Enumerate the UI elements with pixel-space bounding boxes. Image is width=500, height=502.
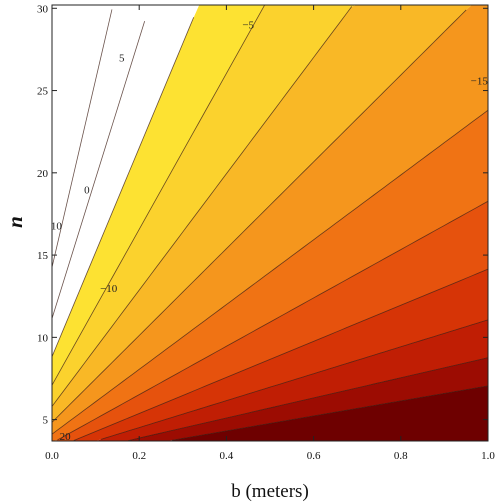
contour-line: [51, 109, 489, 435]
y-tick-label: 20: [37, 168, 49, 180]
contour-line: [51, 20, 146, 319]
y-tick-label: 25: [37, 86, 49, 98]
x-tick-label: 0.8: [394, 450, 408, 462]
x-tick-label: 0.2: [132, 450, 146, 462]
y-tick-label: 30: [37, 3, 49, 15]
x-axis-title: b (meters): [231, 481, 309, 502]
contour-band: [52, 5, 488, 386]
x-axis-ticks: 0.0 0.2 0.4 0.6 0.8 1.0: [45, 5, 495, 462]
contour-line: [51, 9, 467, 423]
contour-line: [128, 357, 489, 441]
contour-line: [57, 200, 489, 441]
contour-line: [51, 5, 265, 386]
contour-label: 5: [119, 53, 125, 65]
contour-label: −15: [471, 76, 489, 88]
contour-band: [52, 5, 488, 435]
contour-fills: [52, 5, 488, 442]
contour-line: [51, 17, 195, 357]
y-tick-label: 10: [37, 332, 49, 344]
x-tick-label: 0.0: [45, 450, 59, 462]
y-axis-ticks: 5 10 15 20 25 30: [37, 3, 488, 427]
y-tick-label: 5: [43, 415, 49, 427]
contour-label: −10: [100, 283, 118, 295]
contour-label: 10: [51, 220, 63, 232]
contour-line: [51, 6, 353, 407]
contour-band: [52, 110, 488, 442]
contour-label: 20: [60, 431, 72, 443]
x-tick-label: 1.0: [481, 450, 495, 462]
contour-band: [52, 357, 488, 441]
x-tick-label: 0.4: [220, 450, 234, 462]
contour-line: [51, 9, 113, 268]
contour-lines: [51, 5, 489, 441]
contour-line: [100, 319, 489, 440]
plot-frame: [51, 4, 489, 442]
x-tick-label: 0.6: [307, 450, 321, 462]
contour-band: [52, 5, 488, 357]
contour-line: [73, 268, 489, 441]
contour-band: [52, 5, 488, 407]
y-axis-title: n: [3, 216, 27, 228]
contour-label: 0: [84, 184, 90, 196]
contour-label: −5: [242, 20, 254, 32]
contour-band: [52, 385, 488, 441]
contour-line: [171, 385, 489, 441]
contour-band: [52, 5, 488, 268]
contour-labels: 5 −5 0 10 −10 −15 20: [51, 20, 489, 443]
y-tick-label: 15: [37, 250, 49, 262]
